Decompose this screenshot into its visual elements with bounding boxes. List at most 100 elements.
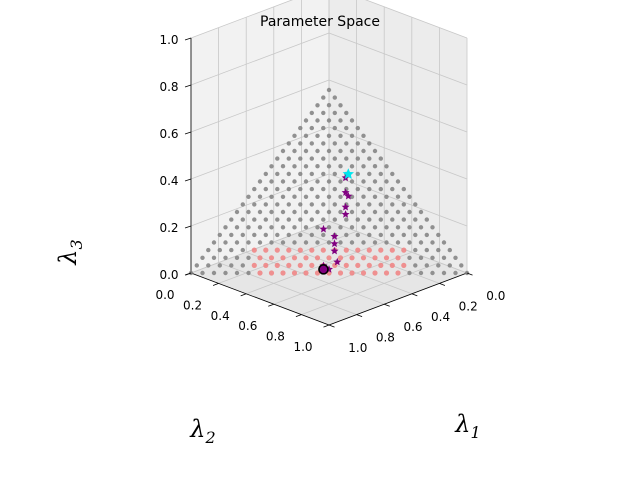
surface-dot-15 — [309, 125, 314, 131]
surface-dot-14 — [349, 118, 355, 123]
surface-dot-69 — [355, 171, 360, 177]
surface-dot-161 — [229, 217, 234, 222]
surface-dot-35 — [367, 141, 372, 146]
surface-dot-203 — [275, 232, 280, 238]
surface-dot-305 — [246, 270, 251, 276]
surface-dot-152 — [395, 209, 401, 215]
surface-dot-65 — [384, 164, 389, 169]
surface-dot-231 — [206, 247, 211, 253]
surface-dot-36 — [280, 148, 286, 154]
axis-label-y: λ2 — [189, 415, 215, 447]
surface-dot-320 — [418, 270, 424, 276]
region-dot-316 — [372, 270, 378, 276]
surface-dot-81 — [292, 179, 297, 184]
surface-dot-33 — [344, 141, 349, 146]
surface-dot-182 — [349, 225, 355, 230]
region-dot-245 — [366, 247, 372, 253]
surface-dot-39 — [349, 148, 355, 154]
surface-dot-89 — [384, 179, 389, 184]
surface-dot-204 — [298, 232, 303, 238]
surface-dot-226 — [372, 240, 378, 245]
tick-mark-z-2 — [184, 178, 192, 182]
grid-ypane-z-4 — [190, 32, 330, 86]
surface-dot-217 — [361, 240, 366, 245]
surface-dot-59 — [269, 164, 274, 169]
surface-dot-8 — [332, 110, 337, 116]
surface-dot-98 — [378, 186, 383, 192]
simplex-surface — [188, 87, 470, 276]
surface-dot-196 — [344, 232, 349, 238]
surface-dot-222 — [246, 240, 251, 245]
surface-dot-66 — [263, 171, 268, 177]
surface-dot-188 — [418, 225, 424, 230]
grid-floor-y-1 — [301, 262, 440, 315]
surface-dot-218 — [395, 240, 401, 245]
surface-dot-229 — [418, 240, 424, 245]
surface-dot-169 — [401, 217, 406, 222]
surface-dot-265 — [453, 255, 458, 260]
surface-dot-290 — [229, 263, 234, 268]
tick-label-x-2: 0.4 — [431, 310, 450, 324]
surface-dot-106 — [280, 194, 286, 199]
surface-dot-192 — [252, 232, 257, 238]
surface-dot-319 — [407, 270, 412, 276]
surface-dot-143 — [372, 209, 378, 215]
surface-dot-56 — [315, 164, 320, 169]
surface-dot-132 — [378, 202, 383, 207]
region-dot-292 — [263, 262, 269, 268]
surface-dot-121 — [252, 202, 257, 207]
surface-dot-111 — [246, 194, 251, 199]
tick-label-y-2: 0.4 — [211, 309, 230, 323]
tick-label-y-5: 1.0 — [293, 340, 312, 354]
region-dot-285 — [378, 262, 384, 268]
surface-dot-323 — [453, 270, 458, 276]
surface-dot-3 — [315, 103, 320, 108]
region-dot-269 — [291, 255, 298, 261]
trajectory-point-1 — [341, 188, 350, 196]
surface-dot-142 — [361, 209, 366, 215]
region-dot-306 — [257, 270, 263, 276]
grid-floor-x-3 — [273, 241, 412, 295]
surface-dot-43 — [338, 148, 343, 154]
region-dot-267 — [257, 255, 263, 261]
surface-dot-253 — [200, 255, 205, 260]
surface-dot-61 — [303, 164, 309, 169]
surface-dot-79 — [269, 179, 274, 184]
surface-dot-174 — [257, 225, 263, 230]
surface-dot-104 — [367, 186, 372, 192]
surface-dot-134 — [401, 202, 406, 207]
surface-dot-162 — [252, 217, 257, 222]
trajectory-point-2 — [344, 191, 353, 200]
region-dot-294 — [355, 262, 361, 268]
surface-dot-47 — [298, 156, 303, 161]
surface-dot-255 — [234, 255, 240, 260]
surface-dot-101 — [286, 186, 291, 192]
region-dot-274 — [395, 255, 401, 261]
surface-dot-171 — [223, 225, 228, 230]
surface-dot-74 — [321, 171, 326, 177]
surface-dot-139 — [280, 209, 286, 215]
surface-dot-289 — [217, 263, 222, 268]
surface-dot-263 — [418, 255, 424, 260]
grid-xpane-z-5 — [365, 0, 468, 39]
surface-dot-191 — [229, 232, 234, 238]
surface-dot-165 — [309, 217, 314, 222]
surface-dot-186 — [395, 225, 401, 230]
surface-dot-136 — [234, 209, 240, 215]
surface-dot-160 — [413, 217, 418, 222]
surface-dot-266 — [223, 255, 228, 260]
surface-dot-256 — [246, 255, 251, 260]
surface-dot-190 — [217, 232, 222, 238]
surface-dot-28 — [321, 141, 326, 146]
tick-label-y-1: 0.2 — [183, 298, 202, 312]
region-dot-283 — [343, 262, 349, 268]
region-dot-314 — [349, 270, 355, 276]
surface-dot-205 — [321, 232, 326, 238]
pane-x1 — [329, 0, 467, 273]
surface-dot-58 — [361, 164, 366, 169]
surface-dot-304 — [234, 270, 240, 276]
surface-dot-53 — [367, 156, 372, 161]
surface-dot-251 — [436, 247, 441, 253]
surface-dot-11 — [315, 118, 320, 123]
surface-dot-23 — [315, 133, 320, 138]
